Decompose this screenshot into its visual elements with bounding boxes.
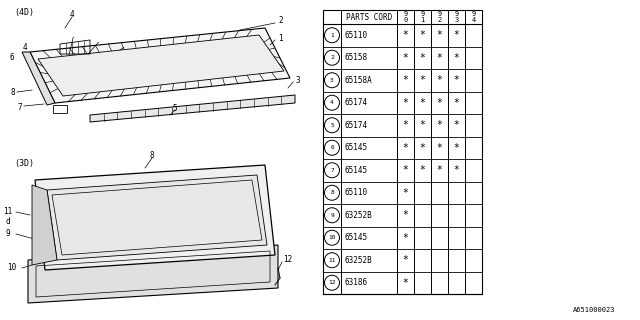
Text: *: * — [454, 30, 460, 40]
Text: 65145: 65145 — [344, 233, 367, 242]
Text: 63186: 63186 — [344, 278, 367, 287]
Text: 1: 1 — [330, 33, 334, 38]
Text: 3: 3 — [295, 76, 300, 84]
Polygon shape — [90, 95, 295, 122]
Text: 10: 10 — [328, 235, 336, 240]
Polygon shape — [47, 175, 267, 260]
Text: *: * — [454, 98, 460, 108]
Text: 4: 4 — [22, 43, 28, 52]
Text: *: * — [403, 120, 408, 130]
Text: 10: 10 — [8, 263, 17, 273]
Polygon shape — [323, 10, 482, 294]
Text: 8: 8 — [330, 190, 334, 195]
Text: *: * — [403, 53, 408, 63]
Text: *: * — [403, 98, 408, 108]
Text: *: * — [420, 120, 426, 130]
Text: 12: 12 — [328, 280, 336, 285]
Text: *: * — [403, 210, 408, 220]
Text: 4: 4 — [70, 10, 74, 19]
Text: 2: 2 — [330, 55, 334, 60]
Text: *: * — [420, 53, 426, 63]
Text: 8: 8 — [150, 150, 154, 159]
Text: 5: 5 — [330, 123, 334, 128]
Text: *: * — [436, 30, 442, 40]
Text: 3: 3 — [330, 78, 334, 83]
Text: 63252B: 63252B — [344, 211, 372, 220]
Text: 65174: 65174 — [344, 121, 367, 130]
Text: *: * — [403, 30, 408, 40]
Text: 11: 11 — [3, 207, 13, 217]
Text: *: * — [436, 143, 442, 153]
Text: PARTS CORD: PARTS CORD — [346, 12, 392, 21]
Text: *: * — [454, 143, 460, 153]
Polygon shape — [32, 185, 57, 265]
Text: 6: 6 — [10, 52, 14, 61]
Text: *: * — [420, 165, 426, 175]
Text: *: * — [403, 165, 408, 175]
Polygon shape — [22, 52, 55, 105]
Text: 65110: 65110 — [344, 31, 367, 40]
Text: *: * — [403, 188, 408, 198]
Text: *: * — [436, 98, 442, 108]
Text: *: * — [454, 75, 460, 85]
Text: 12: 12 — [283, 255, 292, 265]
Polygon shape — [28, 245, 278, 303]
Text: *: * — [403, 143, 408, 153]
Text: 4: 4 — [330, 100, 334, 105]
Text: 65174: 65174 — [344, 98, 367, 107]
Text: 63252B: 63252B — [344, 256, 372, 265]
Text: 2: 2 — [437, 17, 442, 23]
Polygon shape — [30, 28, 290, 103]
Text: *: * — [436, 75, 442, 85]
Text: *: * — [436, 120, 442, 130]
Text: 0: 0 — [403, 17, 408, 23]
Text: *: * — [454, 165, 460, 175]
Text: *: * — [403, 75, 408, 85]
Text: *: * — [403, 255, 408, 265]
Text: 7: 7 — [330, 168, 334, 173]
Text: (4D): (4D) — [14, 7, 34, 17]
Text: 9: 9 — [472, 11, 476, 17]
Text: 5: 5 — [173, 103, 177, 113]
Text: 1: 1 — [278, 34, 283, 43]
Text: 65110: 65110 — [344, 188, 367, 197]
Text: d: d — [6, 218, 10, 227]
Text: 9: 9 — [6, 228, 10, 237]
Text: 9: 9 — [403, 11, 408, 17]
Text: 65145: 65145 — [344, 166, 367, 175]
Text: 9: 9 — [420, 11, 424, 17]
Text: *: * — [420, 143, 426, 153]
Polygon shape — [35, 165, 275, 270]
Text: *: * — [403, 278, 408, 288]
Text: 2: 2 — [278, 15, 283, 25]
Text: 6: 6 — [330, 145, 334, 150]
Text: 8: 8 — [11, 87, 15, 97]
Text: *: * — [420, 75, 426, 85]
Text: 4: 4 — [472, 17, 476, 23]
Text: *: * — [420, 98, 426, 108]
Text: *: * — [420, 30, 426, 40]
Text: 9: 9 — [437, 11, 442, 17]
Text: 65145: 65145 — [344, 143, 367, 152]
Text: 65158: 65158 — [344, 53, 367, 62]
Text: *: * — [436, 53, 442, 63]
Text: *: * — [403, 233, 408, 243]
Text: 11: 11 — [328, 258, 336, 263]
Text: 1: 1 — [420, 17, 424, 23]
Polygon shape — [38, 35, 284, 96]
Text: *: * — [436, 165, 442, 175]
Text: 65158A: 65158A — [344, 76, 372, 85]
Text: 9: 9 — [454, 11, 459, 17]
Text: (3D): (3D) — [14, 158, 34, 167]
Text: 9: 9 — [330, 213, 334, 218]
Text: *: * — [454, 120, 460, 130]
Text: A651000023: A651000023 — [573, 307, 615, 313]
Text: *: * — [454, 53, 460, 63]
Text: 3: 3 — [454, 17, 459, 23]
Text: 7: 7 — [18, 102, 22, 111]
